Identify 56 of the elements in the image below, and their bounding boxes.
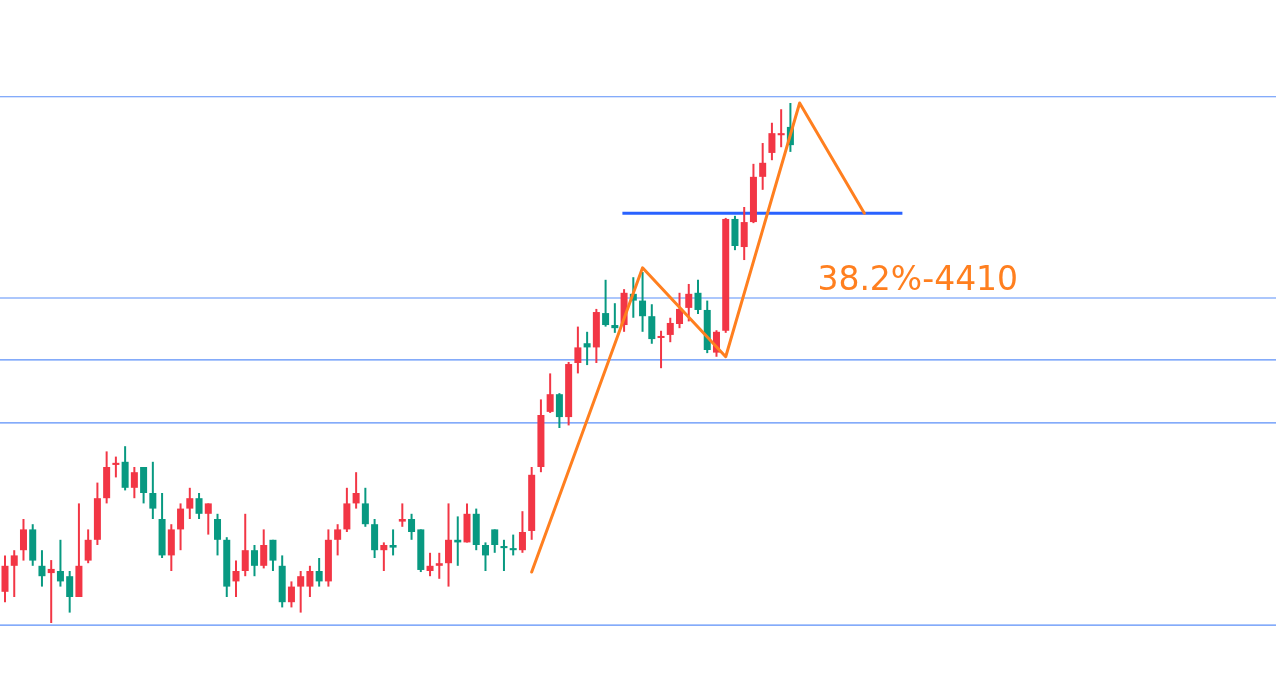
candlestick [204,502,212,536]
candlestick [47,559,55,624]
candlestick [112,455,120,479]
candlestick [232,559,240,598]
candlestick [759,142,767,191]
candlestick [555,392,563,429]
candlestick [241,512,249,578]
candlestick [694,278,702,316]
candlestick [334,523,342,557]
candlestick [287,580,295,609]
candlestick [10,549,18,598]
candlestick [685,282,693,323]
candlestick [149,460,157,520]
candlestick [657,329,665,370]
candlestick [518,510,526,554]
candlestick [269,538,277,572]
candlestick [177,502,185,552]
candlestick [38,549,46,588]
candlestick [19,518,27,562]
candlestick [214,512,222,557]
candlestick [306,564,314,598]
candlestick [297,570,305,614]
candlestick [602,278,610,328]
candlestick [426,551,434,578]
candlestick [481,541,489,572]
candlestick [56,538,64,588]
candlestick [260,528,268,570]
candlestick [666,316,674,344]
candlestick [408,512,416,541]
candlestick [639,271,647,333]
candlestick [84,528,92,565]
candlestick [352,471,360,510]
candlestick [66,570,74,614]
candlestick [500,538,508,572]
candlestick [186,486,194,520]
candlestick [398,502,406,528]
candlestick [777,108,785,149]
candlestick [768,121,776,162]
candlestick [648,303,656,345]
candlestick [583,330,591,367]
candlestick [509,533,517,557]
candlestick [574,325,582,375]
candlestick [130,466,138,500]
candlestick [491,528,499,554]
candlestick [315,557,323,588]
candlestick [195,492,203,520]
candlestick [389,528,397,557]
candlestick [361,486,369,528]
candlestick [435,551,443,580]
candlestick [445,502,453,588]
candlestick [250,544,258,578]
candlestick [546,372,554,414]
candlestick [676,291,684,330]
candlestick [611,302,619,334]
candlestick [380,541,388,572]
annotation: 38.2%-4410 [817,258,1019,298]
